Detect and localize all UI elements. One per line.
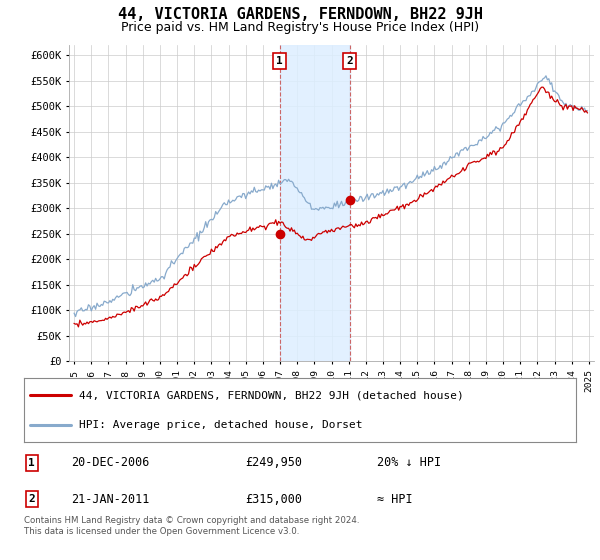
Text: 20-DEC-2006: 20-DEC-2006 xyxy=(71,456,149,469)
Text: 2: 2 xyxy=(346,56,353,66)
Text: ≈ HPI: ≈ HPI xyxy=(377,493,413,506)
Bar xyxy=(280,45,350,361)
Text: £249,950: £249,950 xyxy=(245,456,302,469)
Text: £315,000: £315,000 xyxy=(245,493,302,506)
Text: HPI: Average price, detached house, Dorset: HPI: Average price, detached house, Dors… xyxy=(79,420,362,430)
Text: Price paid vs. HM Land Registry's House Price Index (HPI): Price paid vs. HM Land Registry's House … xyxy=(121,21,479,34)
Text: 1: 1 xyxy=(28,458,35,468)
Text: 20% ↓ HPI: 20% ↓ HPI xyxy=(377,456,442,469)
Text: 1: 1 xyxy=(276,56,283,66)
Text: 21-JAN-2011: 21-JAN-2011 xyxy=(71,493,149,506)
Text: Contains HM Land Registry data © Crown copyright and database right 2024.
This d: Contains HM Land Registry data © Crown c… xyxy=(24,516,359,536)
Text: 44, VICTORIA GARDENS, FERNDOWN, BH22 9JH (detached house): 44, VICTORIA GARDENS, FERNDOWN, BH22 9JH… xyxy=(79,390,464,400)
Text: 2: 2 xyxy=(28,494,35,504)
Text: 44, VICTORIA GARDENS, FERNDOWN, BH22 9JH: 44, VICTORIA GARDENS, FERNDOWN, BH22 9JH xyxy=(118,7,482,22)
